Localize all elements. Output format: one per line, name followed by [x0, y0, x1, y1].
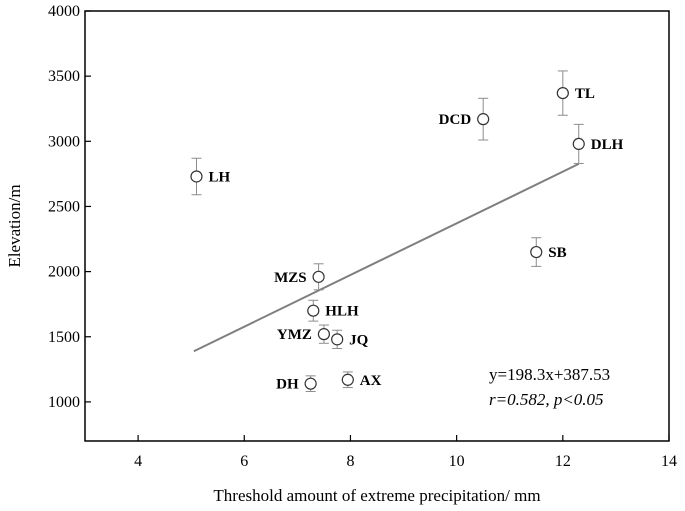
point-label: MZS: [274, 270, 307, 286]
x-tick-label: 14: [661, 453, 677, 470]
data-point: [307, 304, 320, 317]
data-point: [530, 245, 543, 259]
x-tick-label: 10: [449, 453, 465, 470]
y-axis: 1000 1500 2000 2500 3000 3500 4000: [48, 3, 91, 411]
y-tick-label: 2000: [48, 264, 80, 281]
data-point: [317, 328, 331, 341]
point-label: DCD: [439, 112, 472, 128]
x-axis: 4 6 8 10 12 14: [134, 435, 677, 470]
regression-stats: r=0.582, p<0.05: [489, 390, 604, 409]
point-label: AX: [360, 373, 382, 389]
y-tick-label: 2500: [48, 198, 80, 215]
x-tick-label: 12: [555, 453, 571, 470]
x-axis-title: Threshold amount of extreme precipitatio…: [213, 486, 540, 505]
plot-frame: [84, 10, 670, 442]
data-point: [572, 137, 585, 151]
data-point: [190, 170, 203, 183]
regression-equation: y=198.3x+387.53: [489, 365, 610, 384]
point-label: LH: [208, 169, 230, 185]
x-tick-label: 6: [240, 453, 248, 470]
data-point: [556, 86, 569, 100]
point-label: JQ: [349, 332, 369, 348]
data-point: [477, 113, 490, 126]
y-tick-label: 1500: [48, 329, 80, 346]
y-tick-label: 3000: [48, 133, 80, 150]
point-label: HLH: [325, 304, 359, 320]
fit-line: [193, 162, 580, 353]
x-tick-label: 4: [134, 453, 142, 470]
data-point: [341, 373, 354, 386]
y-tick-label: 3500: [48, 68, 80, 85]
y-axis-title: Elevation/m: [5, 184, 24, 267]
regression-line: [193, 162, 580, 353]
data-point: [312, 270, 325, 283]
point-label: DLH: [591, 137, 624, 153]
data-point: [331, 333, 344, 346]
point-label: SB: [548, 245, 566, 261]
point-label: YMZ: [277, 327, 312, 343]
point-label: TL: [575, 86, 595, 102]
y-tick-label: 1000: [48, 394, 80, 411]
data-points: LH MZS HLH YMZ JQ DH AX DCD TL DLH SB: [190, 70, 624, 393]
data-point: [304, 377, 317, 390]
point-label: DH: [276, 377, 299, 393]
x-tick-label: 8: [346, 453, 354, 470]
y-tick-label: 4000: [48, 3, 80, 20]
